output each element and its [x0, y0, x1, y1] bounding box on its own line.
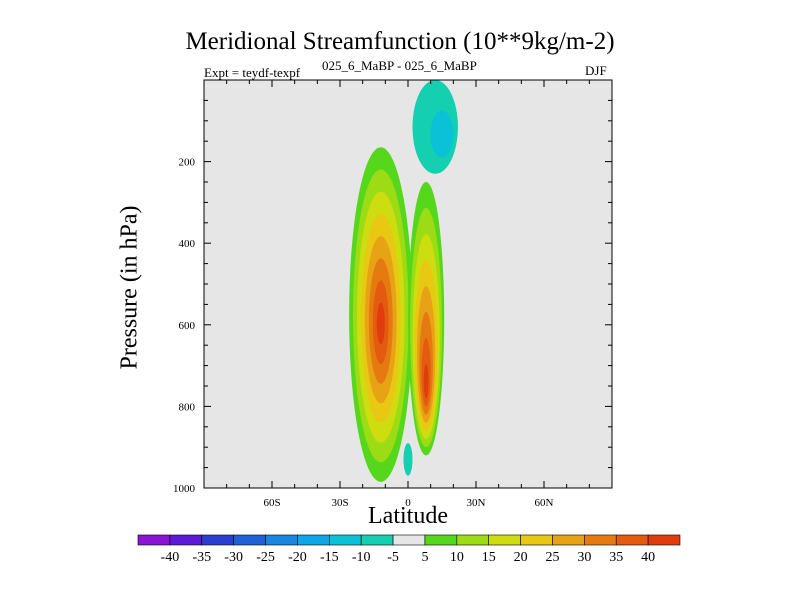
colorbar-label: -15	[320, 550, 339, 565]
colorbar-label: -35	[192, 550, 211, 565]
colorbar-swatch	[424, 534, 458, 546]
y-tick-label: 400	[179, 238, 196, 250]
colorbar-swatch	[615, 534, 649, 546]
colorbar-label: 40	[641, 550, 655, 565]
contour-band-lower-negative-cell--5	[403, 443, 413, 476]
contour-layer	[349, 80, 458, 482]
colorbar-swatch	[520, 534, 553, 546]
colorbar-label: -30	[224, 550, 243, 565]
colorbar-swatch	[584, 534, 617, 546]
chart-title: Meridional Streamfunction (10**9kg/m-2)	[185, 28, 615, 55]
colorbar-label: 20	[514, 550, 528, 565]
colorbar-swatch	[137, 534, 171, 546]
y-tick-label: 800	[179, 401, 196, 413]
colorbar-swatch	[328, 534, 362, 546]
colorbar-label: 35	[609, 550, 623, 565]
contour-band-upper-negative-cell--10	[430, 110, 454, 158]
colorbar-swatch	[297, 534, 330, 546]
colorbar-swatch	[169, 534, 203, 546]
colorbar-label: 10	[450, 550, 464, 565]
colorbar-label: -40	[161, 550, 180, 565]
chart-subtitle: 025_6_MaBP - 025_6_MaBP	[322, 58, 477, 73]
contour-band-equatorial-positive-cell-40	[423, 364, 429, 399]
colorbar-swatch	[488, 534, 521, 546]
x-tick-label: 60N	[535, 497, 554, 509]
colorbar-swatch	[392, 534, 426, 546]
experiment-label: Expt = teydf-texpf	[204, 65, 301, 80]
colorbar-swatch	[265, 534, 298, 546]
y-axis-label: Pressure (in hPa)	[116, 205, 143, 369]
colorbar-swatch	[233, 534, 266, 546]
colorbar-label: -25	[256, 550, 275, 565]
x-tick-label: 30N	[467, 497, 486, 509]
axis-ticks: 60S 30S 0 30N 60N 200 400 600 800 1000	[173, 79, 613, 509]
colorbar-swatch	[456, 534, 490, 546]
x-tick-label: 0	[405, 497, 411, 509]
x-tick-label: 60S	[263, 497, 280, 509]
y-tick-label: 600	[179, 320, 196, 332]
colorbar-label: 15	[482, 550, 496, 565]
colorbar-label: 25	[545, 550, 559, 565]
colorbar-label: -10	[352, 550, 371, 565]
colorbar-swatch	[647, 534, 681, 546]
colorbar-label: -5	[387, 550, 399, 565]
colorbar-swatch	[360, 534, 394, 546]
colorbar-swatch	[552, 534, 585, 546]
y-tick-label: 200	[179, 157, 196, 169]
colorbar-label: -20	[288, 550, 307, 565]
colorbar-label: 30	[577, 550, 591, 565]
colorbar: -40 -35 -30 -25 -20 -15 -10 -5 5 10 15 20 25 30 35 40	[137, 534, 681, 565]
x-tick-label: 30S	[331, 497, 348, 509]
colorbar-label: 5	[421, 550, 428, 565]
y-tick-label: 1000	[173, 483, 196, 495]
x-axis-label: Latitude	[368, 503, 448, 529]
season-label: DJF	[585, 63, 607, 78]
colorbar-swatch	[201, 534, 234, 546]
contour-band-southern-positive-cell-40	[376, 302, 385, 345]
